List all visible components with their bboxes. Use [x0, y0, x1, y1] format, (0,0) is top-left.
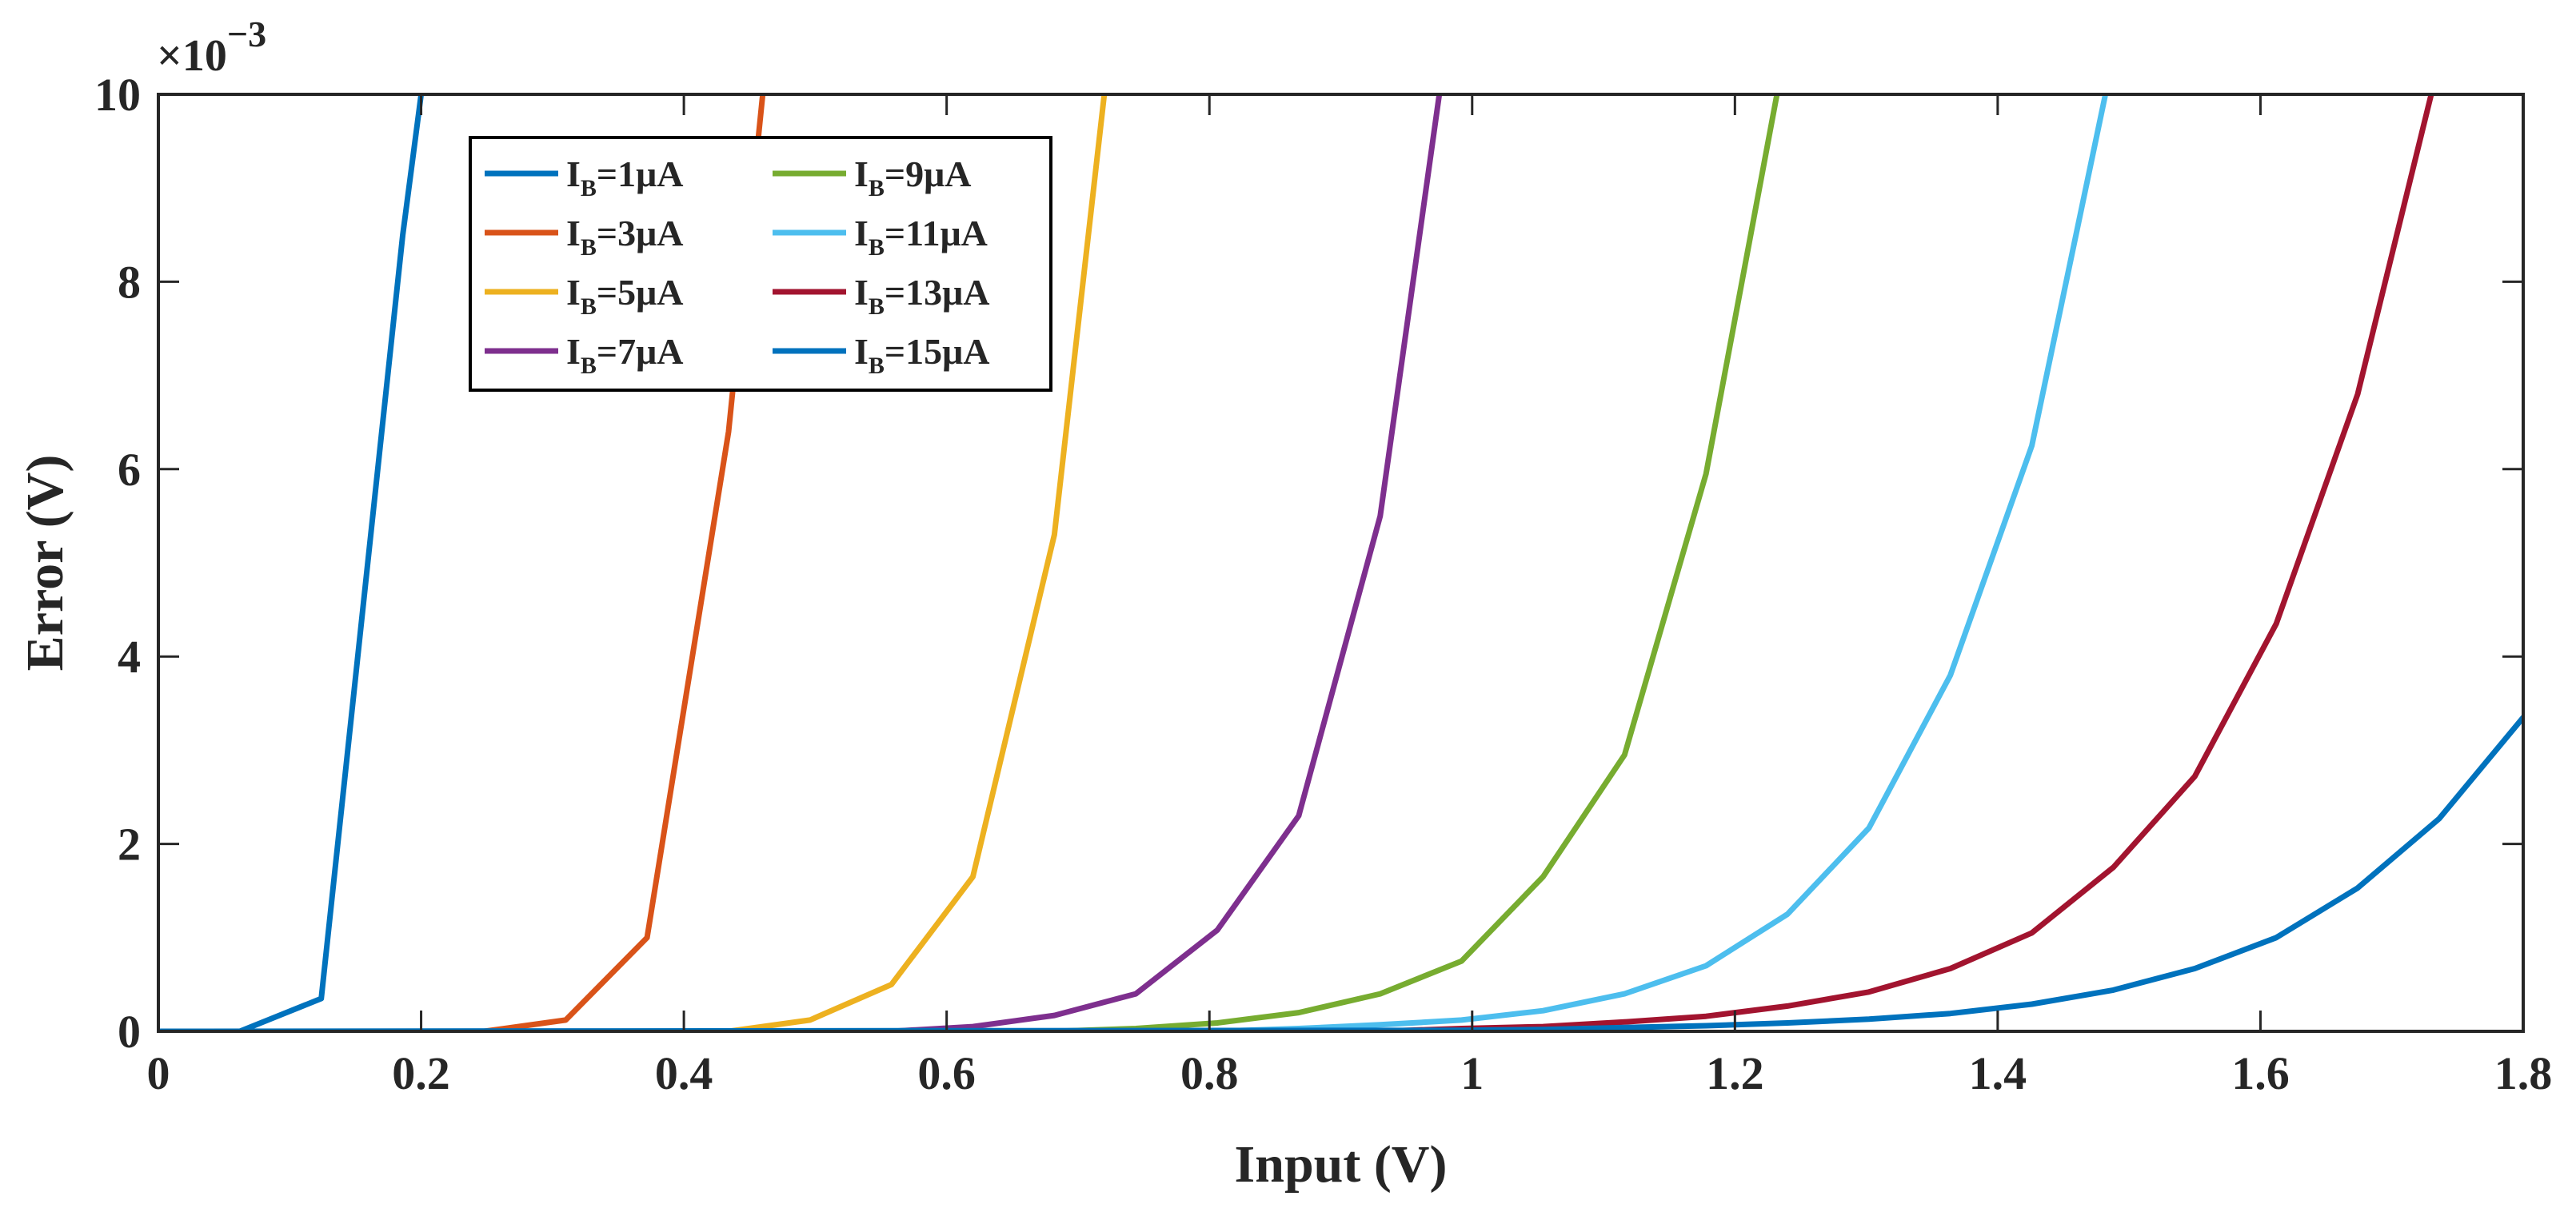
legend-label-sub: B: [581, 175, 597, 201]
legend-label-main: I: [854, 213, 869, 253]
y-tick-label: 6: [118, 444, 141, 496]
legend-label-4: IB=7μA: [566, 331, 683, 379]
legend-label-main: I: [854, 153, 869, 194]
x-axis-label: Input (V): [1235, 1135, 1448, 1194]
legend-label-2: IB=3μA: [566, 213, 683, 261]
legend-label-rest: =11μA: [885, 213, 988, 253]
legend-label-sub: B: [869, 234, 885, 261]
x-tick-label: 1.4: [1969, 1047, 2027, 1099]
legend-label-sub: B: [869, 353, 885, 379]
legend-label-rest: =1μA: [597, 153, 684, 194]
y-axis-label: Error (V): [16, 455, 74, 672]
y-tick-label: 8: [118, 256, 141, 308]
y-exponent-base: ×10: [157, 31, 227, 81]
legend-label-3: IB=5μA: [566, 272, 683, 320]
legend-label-5: IB=9μA: [854, 153, 971, 201]
y-exponent-power: −3: [227, 14, 266, 54]
series-line-3: [158, 94, 1108, 1031]
axes: 0 0.2 0.4 0.6 0.8 1 1.2 1.4 1.6 1.8 0 2 4 6 8 10 Input (…: [16, 14, 2552, 1194]
plot-frame: [157, 93, 2525, 1033]
x-tick-label: 0.4: [655, 1047, 713, 1099]
legend-label-main: I: [566, 331, 581, 372]
legend-box: [469, 136, 1052, 392]
series-line-8: [158, 714, 2523, 1031]
legend-label-main: I: [854, 331, 869, 372]
x-tick-label: 1: [1460, 1047, 1484, 1099]
x-tick-label: 0.8: [1180, 1047, 1239, 1099]
legend-label-sub: B: [581, 293, 597, 320]
legend-label-1: IB=1μA: [566, 153, 683, 201]
legend-label-sub: B: [581, 234, 597, 261]
y-tick-label: 10: [94, 69, 141, 121]
x-tick-label: 0: [147, 1047, 170, 1099]
x-tick-label: 1.6: [2231, 1047, 2290, 1099]
legend-label-7: IB=13μA: [854, 272, 989, 320]
legend-label-rest: =3μA: [597, 213, 684, 253]
legend-label-sub: B: [869, 175, 885, 201]
x-tick-label: 1.8: [2494, 1047, 2553, 1099]
legend-label-main: I: [854, 272, 869, 313]
legend-label-rest: =5μA: [597, 272, 684, 313]
y-tick-label: 2: [118, 819, 141, 871]
x-tick-label: 1.2: [1706, 1047, 1764, 1099]
legend-label-rest: =15μA: [885, 331, 990, 372]
legend-label-sub: B: [869, 293, 885, 320]
legend-label-6: IB=11μA: [854, 213, 988, 261]
legend-label-8: IB=15μA: [854, 331, 989, 379]
legend-label-main: I: [566, 272, 581, 313]
x-tick-label: 0.6: [917, 1047, 976, 1099]
y-tick-label: 4: [118, 631, 141, 683]
legend-label-rest: =9μA: [885, 153, 972, 194]
legend-label-main: I: [566, 153, 581, 194]
legend-label-sub: B: [581, 353, 597, 379]
legend-label-rest: =13μA: [885, 272, 990, 313]
legend-label-main: I: [566, 213, 581, 253]
legend: IB=1μAIB=3μAIB=5μAIB=7μAIB=9μAIB=11μAIB=…: [469, 136, 1052, 392]
y-exponent-label: ×10−3: [157, 14, 266, 81]
legend-label-rest: =7μA: [597, 331, 684, 372]
x-tick-label: 0.2: [392, 1047, 450, 1099]
series-line-1: [158, 94, 425, 1031]
y-tick-label: 0: [118, 1006, 141, 1058]
